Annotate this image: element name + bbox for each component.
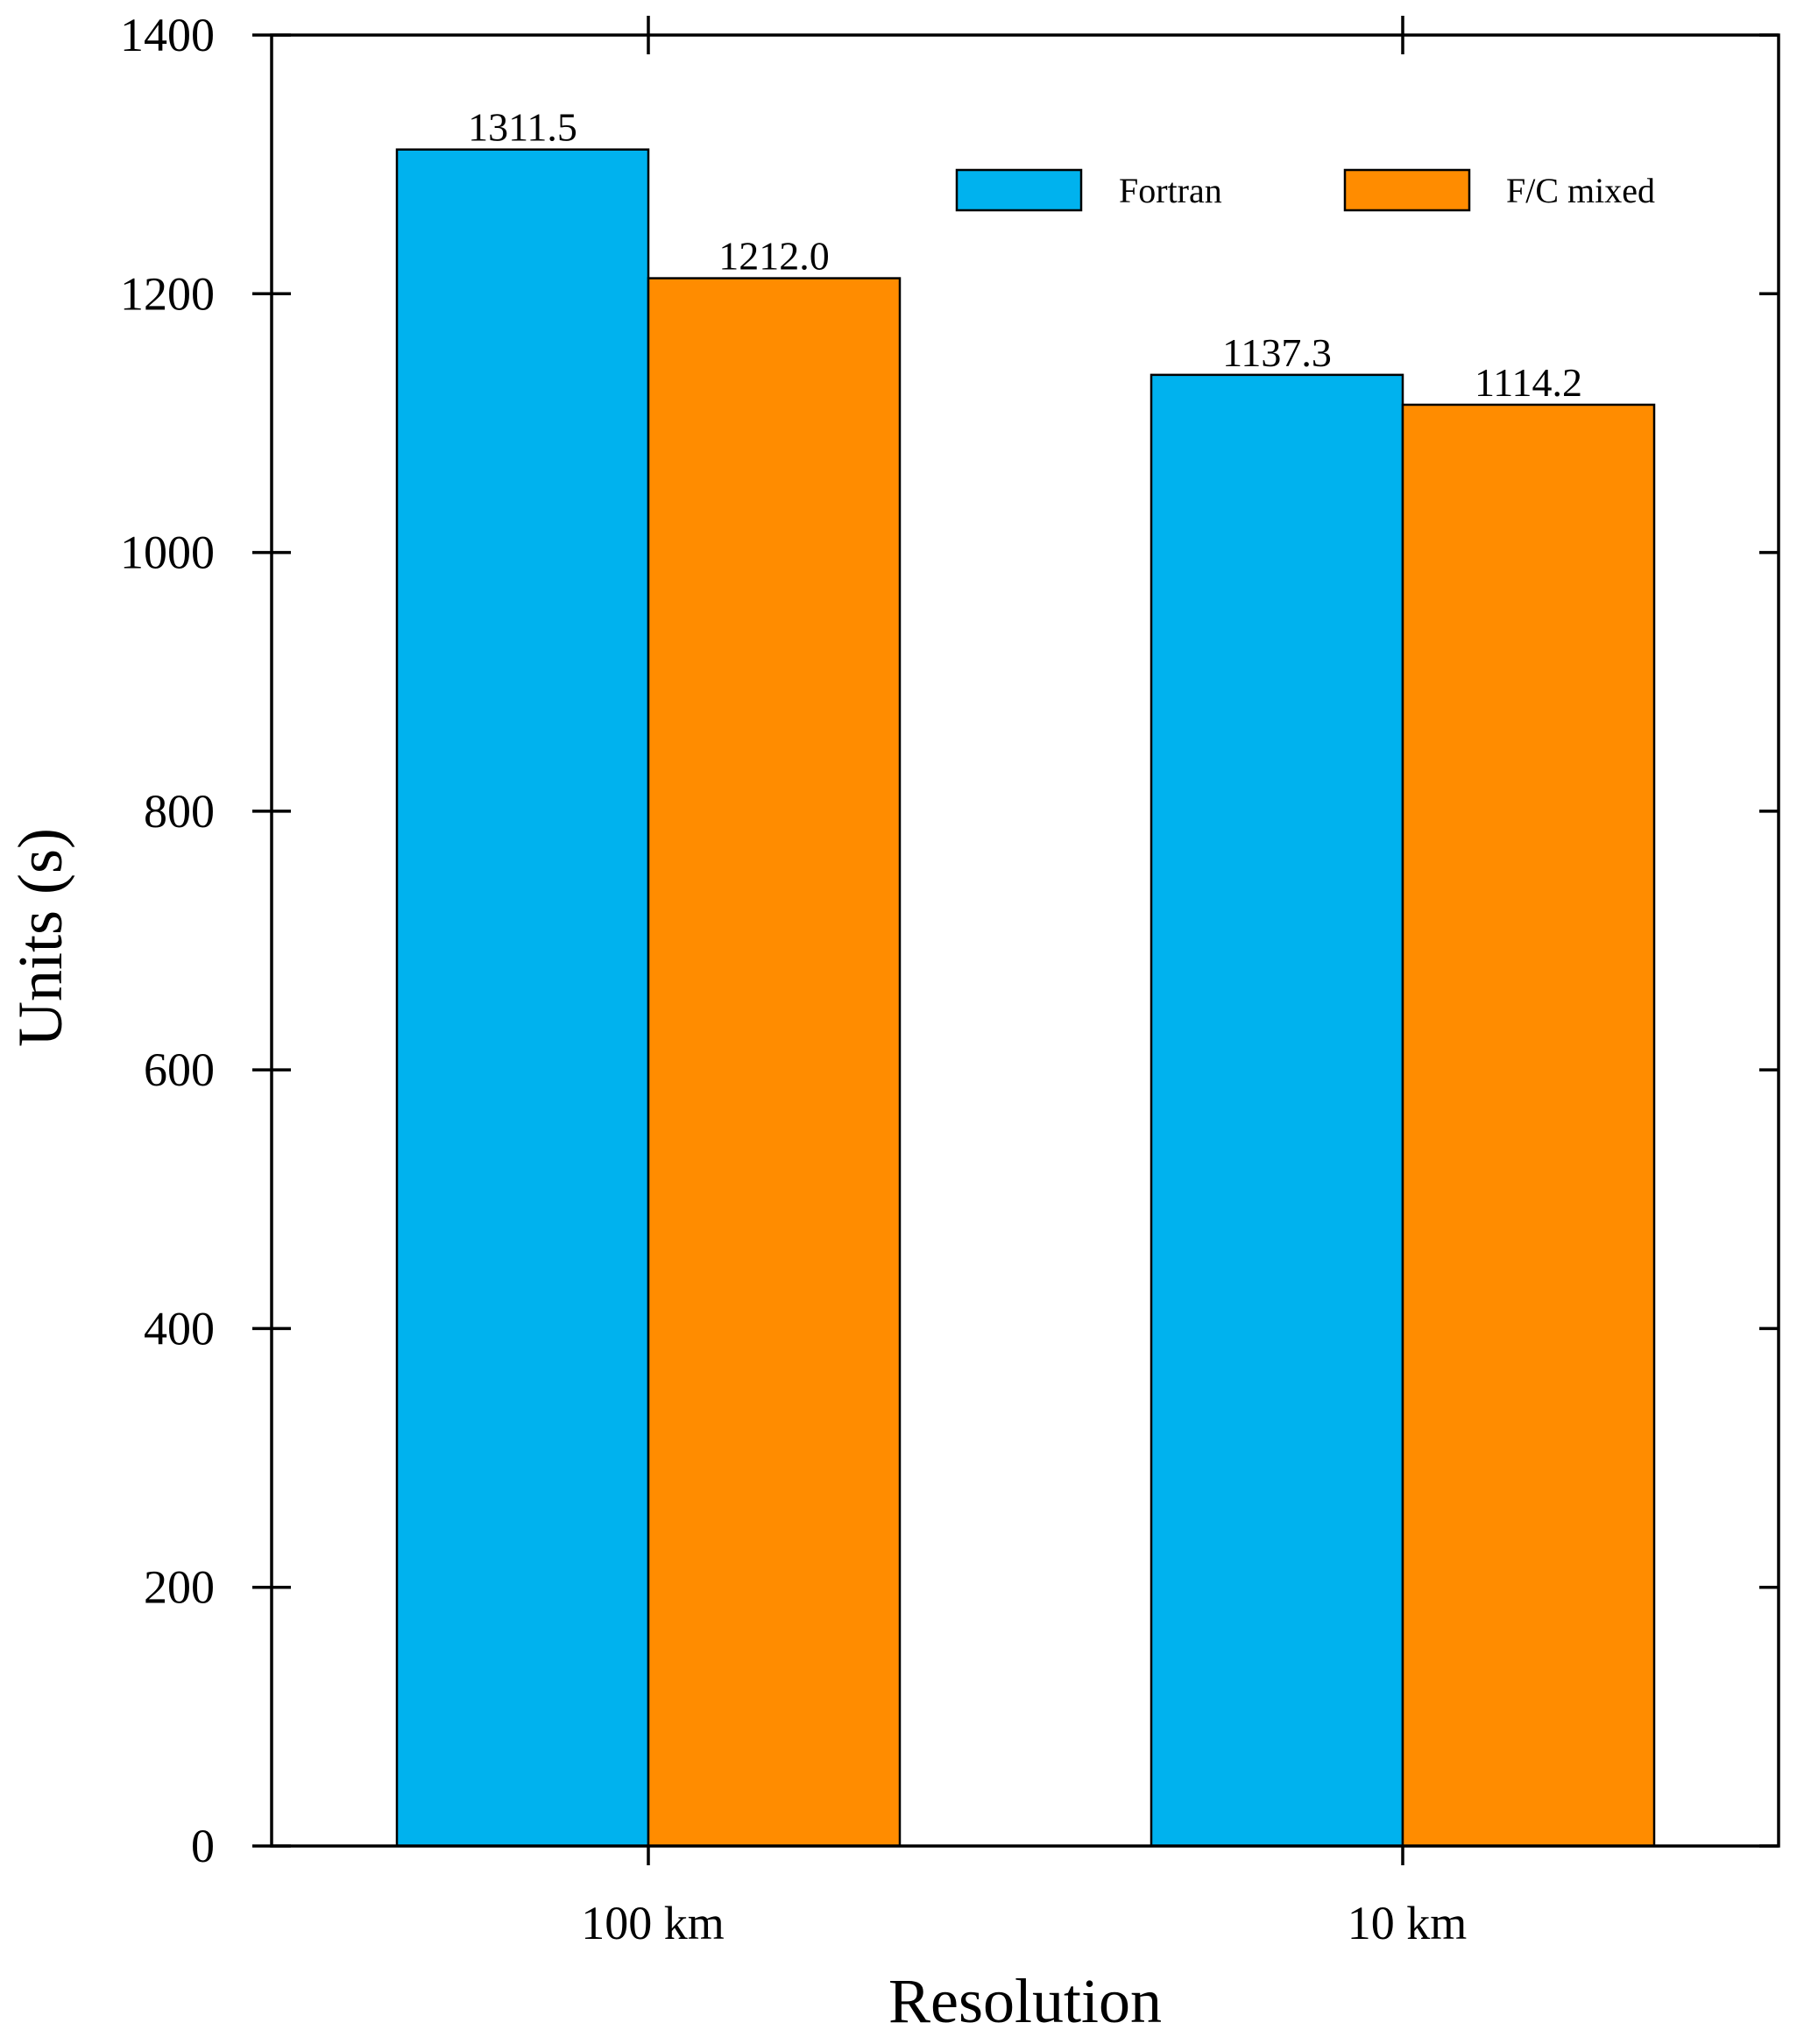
y-tick-label: 1000 — [120, 527, 215, 579]
tick-labels-group: 0 200 400 600 800 1000 1200 1400 100 km 10 km — [120, 9, 1467, 1949]
y-tick-label: 200 — [144, 1561, 215, 1614]
data-label: 1114.2 — [1475, 360, 1582, 405]
bar-fortran-0 — [395, 148, 650, 1848]
data-label: 1311.5 — [468, 105, 577, 150]
data-labels-group: 1311.5 1212.0 1137.3 1114.2 — [468, 105, 1582, 405]
y-tick-label: 1400 — [120, 9, 215, 61]
bar-fc-mixed-0 — [647, 277, 902, 1848]
x-tick-label: 100 km — [581, 1897, 725, 1949]
y-tick-label: 0 — [191, 1820, 215, 1872]
x-axis-title: Resolution — [888, 1966, 1162, 2036]
legend-swatch-fortran — [955, 168, 1083, 212]
bars-group — [395, 148, 1656, 1848]
plot-frame — [270, 33, 1780, 1848]
x-tick-label: 10 km — [1348, 1897, 1468, 1949]
y-tick-label: 800 — [144, 785, 215, 838]
data-label: 1137.3 — [1222, 330, 1332, 375]
bar-fortran-1 — [1150, 373, 1404, 1848]
y-tick-label: 1200 — [120, 267, 215, 320]
legend: Fortran F/C mixed — [955, 168, 1655, 212]
y-axis-title: Units (s) — [5, 828, 75, 1047]
legend-label-fc-mixed: F/C mixed — [1506, 171, 1655, 210]
bar-fc-mixed-1 — [1401, 403, 1656, 1848]
y-tick-label: 400 — [144, 1302, 215, 1354]
legend-swatch-fc-mixed — [1343, 168, 1471, 212]
legend-label-fortran: Fortran — [1119, 171, 1222, 210]
data-label: 1212.0 — [718, 234, 830, 279]
axes-group — [270, 33, 1780, 1848]
ticks-group — [252, 16, 1779, 1865]
y-tick-label: 600 — [144, 1043, 215, 1096]
